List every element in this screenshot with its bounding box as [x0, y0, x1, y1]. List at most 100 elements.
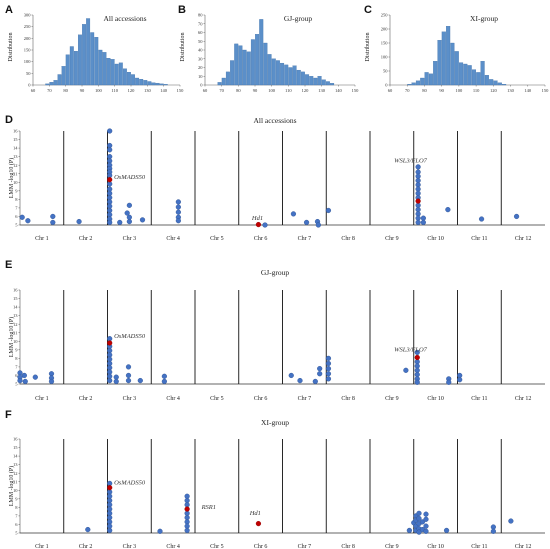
snp-point — [317, 371, 323, 377]
histogram-bar — [305, 74, 310, 86]
histogram-bar — [61, 66, 66, 86]
y-tick-label: 13 — [13, 462, 18, 467]
panel-letter: C — [364, 4, 372, 16]
chromosome-label: Chr 12 — [515, 396, 532, 402]
chromosome-label: Chr 4 — [166, 396, 180, 402]
histogram-bar — [139, 79, 144, 86]
histogram-bar — [463, 63, 468, 86]
y-tick-label: 16 — [13, 129, 18, 134]
histogram-bar — [411, 82, 416, 86]
y-axis-label: Distribution — [8, 32, 14, 61]
x-tick-label: 120 — [490, 88, 498, 93]
x-tick-label: 90 — [80, 88, 85, 93]
histogram-bar — [476, 72, 481, 86]
histogram-bar — [94, 37, 99, 86]
histogram-bar — [106, 58, 111, 86]
chromosome-label: Chr 12 — [515, 236, 532, 242]
snp-point — [416, 510, 422, 516]
y-tick-label: 0 — [28, 83, 31, 88]
snp-point — [423, 528, 429, 534]
snp-point — [478, 216, 485, 222]
histogram-bar — [259, 19, 264, 86]
histogram-bar — [330, 83, 335, 86]
x-tick-label: 60 — [388, 88, 393, 93]
x-tick-label: 60 — [203, 88, 208, 93]
histogram-bar — [454, 51, 459, 86]
snp-point — [175, 209, 181, 215]
snp-point — [443, 527, 450, 534]
chromosome-label: Chr 5 — [210, 236, 224, 242]
histogram-bar — [155, 82, 160, 86]
chromosome-label: Chr 2 — [79, 544, 93, 549]
y-tick-label: 150 — [24, 48, 32, 53]
y-tick-label: 100 — [24, 59, 32, 64]
y-axis-label: Distribution — [365, 32, 371, 61]
snp-point — [262, 222, 268, 228]
chromosome-label: Chr 11 — [471, 544, 487, 549]
chromosome-label: Chr 12 — [515, 544, 532, 549]
x-tick-label: 100 — [95, 88, 103, 93]
panel-title: XI-group — [261, 418, 289, 427]
histogram-panel-xi-group: C XI-group Distribution 0 50 100 150 200 250 6… — [364, 4, 549, 93]
y-tick-label: 15 — [13, 137, 18, 142]
lead-snp-point — [184, 506, 190, 512]
x-tick-label: 70 — [219, 88, 224, 93]
x-tick-label: 70 — [405, 88, 410, 93]
histogram-bar — [110, 59, 115, 86]
histogram-bar — [437, 40, 442, 86]
x-tick-label: 90 — [253, 88, 258, 93]
snp-point — [419, 519, 426, 525]
y-tick-label: 200 — [381, 27, 389, 32]
chromosome-label: Chr 5 — [210, 544, 224, 549]
chromosome-label: Chr 1 — [35, 236, 49, 242]
histogram-bar — [250, 39, 255, 86]
histogram-bar — [450, 42, 455, 86]
x-tick-label: 140 — [335, 88, 343, 93]
y-tick-label: 6 — [15, 522, 18, 527]
chromosome-label: Chr 8 — [341, 236, 355, 242]
gene-annotation: RSR1 — [201, 504, 216, 511]
histogram-bar — [446, 26, 451, 86]
snp-point — [76, 218, 82, 225]
histogram-bar — [45, 83, 50, 86]
histogram-bar — [147, 81, 152, 86]
histogram-bar — [230, 60, 235, 86]
chromosome-label: Chr 7 — [298, 236, 312, 242]
snp-point — [303, 219, 310, 226]
panel-title: GJ-group — [284, 14, 313, 23]
snp-point — [107, 219, 113, 226]
x-tick-label: 110 — [111, 88, 118, 93]
snp-point — [423, 516, 429, 522]
y-tick-label: 7 — [15, 206, 18, 211]
y-axis-label: LMM -log10 (P) — [8, 317, 15, 357]
y-tick-label: 5 — [15, 531, 18, 536]
lead-snp-point — [107, 340, 113, 346]
histogram-bar — [65, 54, 70, 86]
lead-snp-point — [107, 485, 113, 491]
histogram-bar — [102, 52, 107, 86]
lead-snp-point — [415, 198, 421, 204]
snp-point — [50, 219, 56, 226]
y-tick-label: 11 — [13, 171, 17, 176]
x-tick-label: 60 — [31, 88, 36, 93]
histogram-bar — [471, 69, 477, 86]
chromosome-label: Chr 11 — [471, 236, 487, 242]
x-tick-label: 130 — [507, 88, 515, 93]
y-tick-label: 40 — [198, 48, 203, 53]
x-tick-label: 100 — [268, 88, 276, 93]
y-tick-label: 15 — [13, 445, 18, 450]
y-tick-label: 6 — [15, 214, 18, 219]
y-tick-label: 5 — [15, 382, 18, 387]
snp-point — [288, 372, 294, 379]
y-tick-label: 50 — [198, 39, 203, 44]
snp-point — [161, 378, 167, 385]
snp-point — [423, 511, 429, 517]
y-tick-label: 11 — [13, 479, 17, 484]
chromosome-label: Chr 8 — [341, 544, 355, 549]
snp-point — [415, 219, 421, 226]
histogram-bar — [118, 62, 123, 86]
chromosome-label: Chr 6 — [254, 236, 268, 242]
snp-point — [414, 349, 420, 355]
y-tick-label: 100 — [381, 55, 389, 60]
histogram-bar — [292, 65, 297, 86]
